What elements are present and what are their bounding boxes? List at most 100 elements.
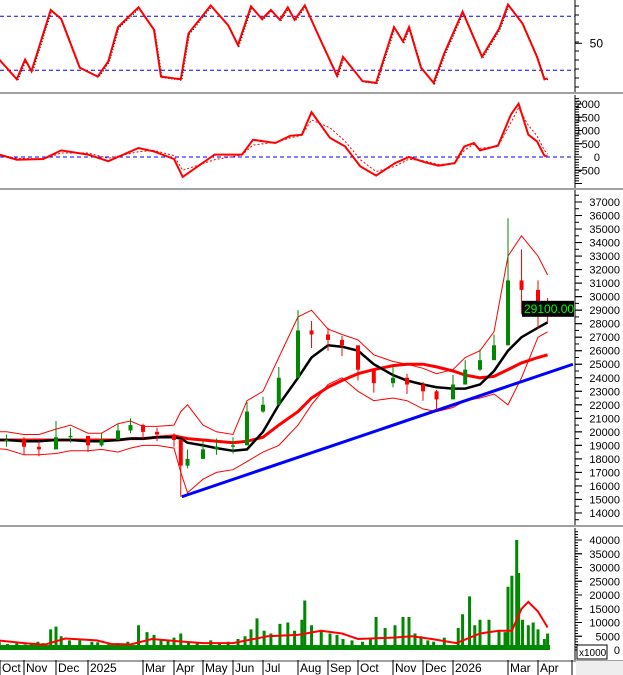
candle — [116, 423, 120, 440]
candle-body — [201, 449, 205, 459]
candle — [86, 435, 90, 453]
volume-bar — [515, 540, 519, 650]
candle — [172, 433, 176, 447]
x-tick-label: Sep — [330, 661, 352, 675]
volume-bar — [478, 619, 482, 650]
volume-bar — [328, 633, 332, 650]
volume-bar — [487, 619, 491, 650]
candle — [185, 449, 190, 469]
candle — [261, 396, 265, 413]
y-tick-label: 19000 — [589, 440, 620, 452]
volume-bar — [36, 641, 40, 650]
volume-bar — [226, 641, 230, 650]
x-tick-label: Nov — [395, 661, 416, 675]
candle — [434, 389, 439, 411]
volume-bar — [217, 643, 221, 650]
candle-body — [214, 446, 219, 450]
candle — [340, 335, 344, 357]
x-tick-label: 2025 — [90, 661, 117, 675]
candle — [201, 441, 205, 459]
volume-bar — [78, 640, 82, 650]
volume-bar — [278, 623, 282, 650]
last-price-label: 29100.00 — [524, 302, 574, 316]
volume-bar — [461, 614, 465, 650]
y-tick-label: 35000 — [589, 549, 620, 561]
y-tick-label: 40000 — [589, 535, 620, 547]
unit-label-box — [576, 644, 608, 660]
candle-body — [391, 377, 395, 384]
volume-bar — [209, 640, 213, 650]
candle-body — [116, 430, 120, 440]
volume-bar — [407, 617, 411, 650]
candle-body — [506, 280, 510, 346]
volume-bar — [503, 632, 507, 650]
candle-body — [36, 446, 41, 450]
y-tick-label: 1500 — [576, 112, 600, 124]
y-tick-label: 24000 — [589, 373, 620, 385]
x-tick-label: Dec — [425, 661, 446, 675]
y-tick-label: 15000 — [589, 494, 620, 506]
volume-bar — [442, 637, 446, 650]
volume-bar — [468, 596, 472, 650]
y-tick-label: 1000 — [576, 126, 600, 138]
volume-bar — [49, 629, 53, 650]
candle — [99, 433, 104, 447]
volume-bar — [172, 637, 176, 650]
y-tick-label: 0 — [614, 645, 620, 657]
candle-body — [356, 345, 360, 370]
y-tick-label: 50 — [590, 36, 604, 50]
candle — [463, 360, 468, 385]
volume-bar — [546, 633, 550, 650]
y-tick-label: 31000 — [589, 278, 620, 290]
volume-base — [0, 645, 550, 650]
candle — [492, 334, 496, 361]
x-tick-label: 2026 — [455, 661, 482, 675]
x-tick-label: Aug — [300, 661, 321, 675]
candle — [245, 402, 249, 446]
volume-bar — [531, 622, 535, 650]
y-tick-label: 21000 — [589, 413, 620, 425]
volume-bar — [526, 625, 530, 650]
x-tick-label: Mar — [145, 661, 166, 675]
candle — [276, 366, 281, 405]
candle — [68, 427, 73, 443]
x-tick-label: Mar — [510, 661, 531, 675]
panel-divider — [0, 188, 623, 190]
y-tick-label: 0 — [594, 152, 600, 164]
candle — [356, 345, 360, 381]
y-tick-label: 16000 — [589, 481, 620, 493]
trendline — [181, 362, 574, 499]
volume-bar — [319, 630, 323, 650]
y-tick-label: 22000 — [589, 400, 620, 412]
candle — [36, 441, 41, 457]
y-tick-label: 37000 — [589, 197, 620, 209]
candle — [405, 373, 409, 394]
y-tick-label: 20000 — [589, 427, 620, 439]
y-tick-label: 25000 — [589, 576, 620, 588]
candle-body — [141, 425, 145, 432]
volume-moving-average-line — [0, 600, 549, 646]
volume-bar — [116, 643, 120, 650]
volume-bar — [510, 575, 514, 650]
y-tick-label: 23000 — [589, 386, 620, 398]
y-tick-label: 17000 — [589, 467, 620, 479]
candle-body — [178, 439, 183, 466]
x-tick-label: Jul — [265, 661, 280, 675]
y-tick-label: 28000 — [589, 319, 620, 331]
candle-body — [86, 435, 90, 446]
candle-body — [99, 439, 104, 446]
time-axis: Oct Nov Dec 2025 Mar Apr May Jun Jul Aug Sep Oct Nov… — [0, 660, 623, 675]
x-tick-label: Jun — [235, 661, 254, 675]
panel-divider — [0, 92, 623, 94]
candle-body — [245, 411, 249, 446]
volume-bar — [383, 628, 387, 650]
y-tick-label: 5000 — [596, 631, 620, 643]
volume-bar — [243, 636, 247, 650]
volume-bar — [106, 644, 110, 650]
candle-body — [326, 334, 330, 340]
volume-bar — [187, 641, 190, 650]
volume-bar — [41, 643, 45, 650]
oscillator-line — [0, 2, 548, 85]
